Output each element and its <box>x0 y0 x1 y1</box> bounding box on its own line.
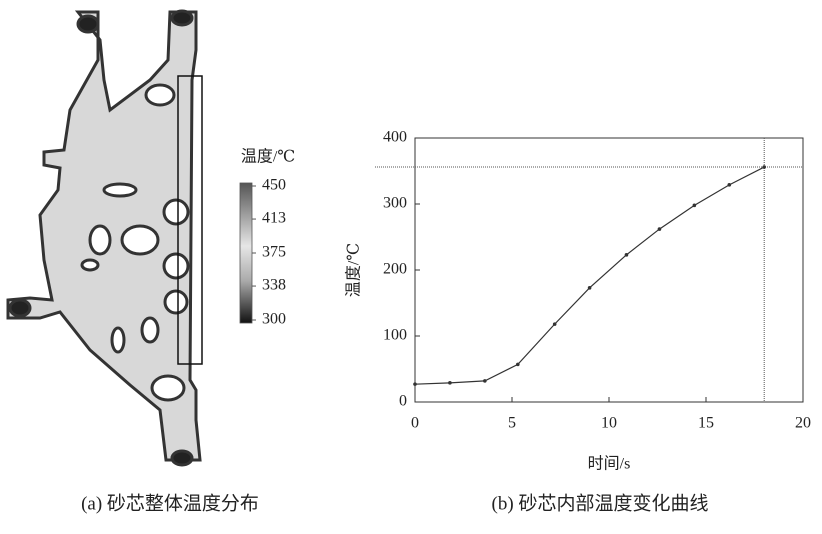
y-axis-label: 温度/℃ <box>345 243 363 297</box>
caption: (b) 砂芯内部温度变化曲线 <box>492 492 709 514</box>
sand-core-image <box>6 9 203 467</box>
line <box>414 166 765 385</box>
y-tick-label: 400 <box>383 129 407 146</box>
point <box>727 183 732 187</box>
colorbar-tick-label: 450 <box>262 177 286 194</box>
colorbar-tick-label: 338 <box>262 277 286 294</box>
x-tick-label: 20 <box>795 415 811 432</box>
x-axis-label: 时间/s <box>588 455 631 473</box>
colorbar-tick-label: 300 <box>262 311 286 328</box>
y-tick-label: 200 <box>383 261 407 278</box>
point <box>448 381 452 385</box>
colorbar-tick-label: 413 <box>262 210 286 227</box>
point <box>516 362 520 367</box>
point <box>692 203 697 208</box>
point <box>587 286 592 290</box>
point <box>657 227 662 231</box>
x-tick-label: 10 <box>601 415 617 432</box>
caption: (a) 砂芯整体温度分布 <box>81 492 259 514</box>
point <box>483 379 487 383</box>
point <box>413 382 417 386</box>
point <box>762 165 766 169</box>
x-tick-label: 0 <box>411 415 419 432</box>
x-tick-label: 15 <box>698 415 714 432</box>
colorbar <box>239 182 253 324</box>
colorbar-title: 温度/℃ <box>241 148 295 166</box>
x-tick-label: 5 <box>508 415 516 432</box>
point <box>552 322 557 326</box>
y-tick-label: 300 <box>383 195 407 212</box>
colorbar-tick-label: 375 <box>262 244 286 261</box>
y-tick-label: 100 <box>383 327 407 344</box>
point <box>624 253 629 257</box>
y-tick-label: 0 <box>399 393 407 410</box>
